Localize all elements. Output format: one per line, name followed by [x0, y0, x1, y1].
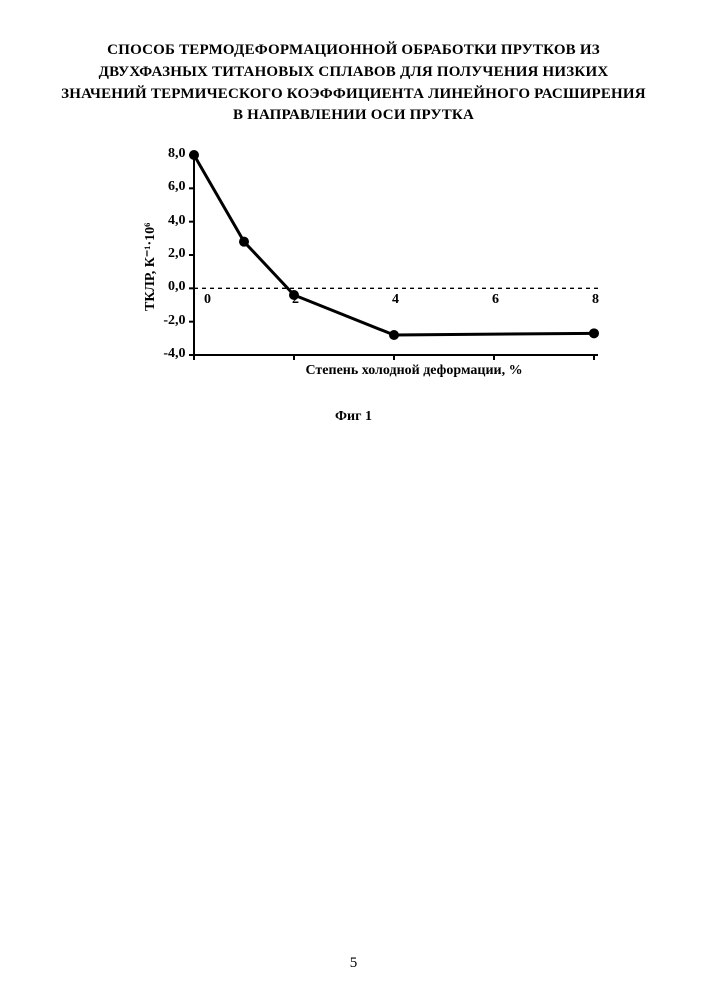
y-tick-label: 2,0	[150, 246, 186, 262]
y-tick-label: -4,0	[150, 346, 186, 362]
page-number: 5	[0, 955, 707, 972]
x-axis-label: Степень холодной деформации, %	[306, 363, 523, 379]
x-tick-label: 4	[386, 292, 406, 308]
y-tick-label: 6,0	[150, 179, 186, 195]
chart-figure: ТКЛР, К⁻¹·10⁶ Степень холодной деформаци…	[94, 145, 614, 395]
figure-caption: Фиг 1	[0, 409, 707, 425]
document-title: СПОСОБ ТЕРМОДЕФОРМАЦИОННОЙ ОБРАБОТКИ ПРУ…	[0, 40, 707, 127]
title-line: ДВУХФАЗНЫХ ТИТАНОВЫХ СПЛАВОВ ДЛЯ ПОЛУЧЕН…	[50, 62, 657, 84]
x-tick-label: 0	[198, 292, 218, 308]
title-line: ЗНАЧЕНИЙ ТЕРМИЧЕСКОГО КОЭФФИЦИЕНТА ЛИНЕЙ…	[50, 84, 657, 106]
y-tick-label: 0,0	[150, 279, 186, 295]
x-tick-label: 6	[486, 292, 506, 308]
title-line: СПОСОБ ТЕРМОДЕФОРМАЦИОННОЙ ОБРАБОТКИ ПРУ…	[50, 40, 657, 62]
title-line: В НАПРАВЛЕНИИ ОСИ ПРУТКА	[50, 105, 657, 127]
y-tick-label: 4,0	[150, 213, 186, 229]
page: СПОСОБ ТЕРМОДЕФОРМАЦИОННОЙ ОБРАБОТКИ ПРУ…	[0, 0, 707, 1000]
y-tick-label: 8,0	[150, 146, 186, 162]
x-tick-label: 8	[586, 292, 606, 308]
x-tick-label: 2	[286, 292, 306, 308]
y-axis-label: ТКЛР, К⁻¹·10⁶	[142, 223, 159, 311]
y-tick-label: -2,0	[150, 313, 186, 329]
